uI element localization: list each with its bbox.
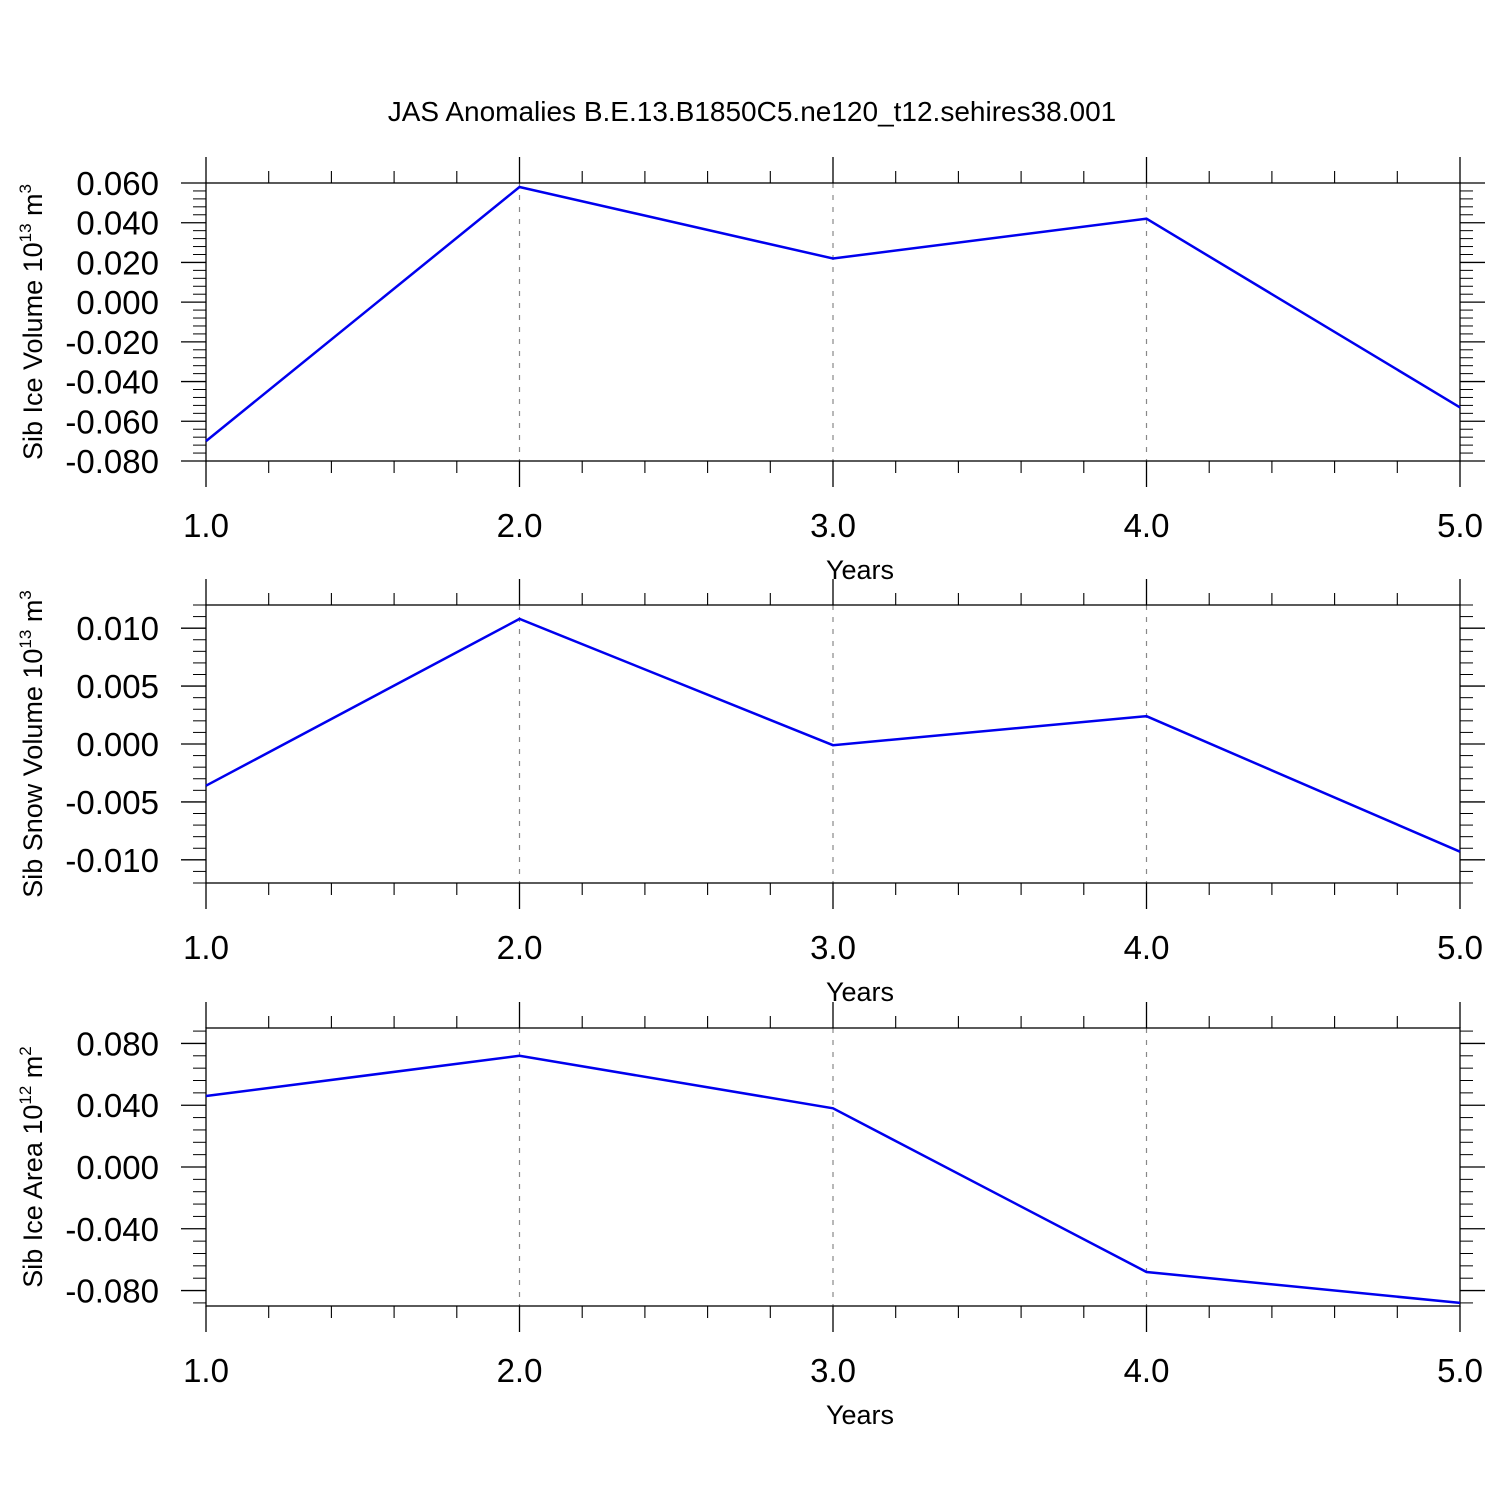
x-tick-label: 1.0 — [183, 929, 229, 966]
y-axis-label: Sib Ice Volume 1013 m3 — [16, 184, 48, 460]
y-axis-label-text: m — [18, 1056, 48, 1086]
x-tick-label: 5.0 — [1437, 929, 1483, 966]
y-tick-label: 0.080 — [76, 1025, 159, 1062]
series-line — [205, 617, 1461, 853]
x-axis-label: Years — [826, 555, 894, 585]
series-line — [205, 1054, 1461, 1305]
y-tick-label: -0.060 — [65, 403, 159, 440]
x-tick-label: 1.0 — [183, 1352, 229, 1389]
y-axis-label: Sib Snow Volume 1013 m3 — [16, 590, 48, 898]
y-tick-label: 0.040 — [76, 205, 159, 242]
x-tick-label: 5.0 — [1437, 1352, 1483, 1389]
x-axis-label: Years — [826, 977, 894, 1007]
chart-panel-1: 1.0 2.0 3.0 4.0 5.0 0.0600.0400.0200.000-0.02… — [16, 157, 1485, 585]
y-tick-label: 0.010 — [76, 610, 159, 647]
chart-panel-3: 1.0 2.0 3.0 4.0 5.0 0.080 0.040 0.000 -0.040 -0.0… — [16, 1002, 1485, 1430]
x-tick-label: 4.0 — [1124, 1352, 1170, 1389]
series-line — [205, 185, 1461, 443]
panels: 1.0 2.0 3.0 4.0 5.00.0600.0400.0200.000-0.02… — [16, 157, 1485, 1430]
y-axis-label-superscript: 12 — [16, 1086, 35, 1105]
x-tick-label: 2.0 — [497, 929, 543, 966]
y-tick-label: 0.060 — [76, 165, 159, 202]
x-tick-label: 2.0 — [497, 1352, 543, 1389]
y-tick-label: 0.000 — [76, 1149, 159, 1186]
x-tick-label: 3.0 — [810, 1352, 856, 1389]
x-tick-label: 3.0 — [810, 929, 856, 966]
y-tick-label: -0.005 — [65, 784, 159, 821]
x-tick-label: 1.0 — [183, 507, 229, 544]
y-tick-label: 0.040 — [76, 1087, 159, 1124]
y-axis-label-text: Sib Snow Volume 10 — [18, 649, 48, 898]
y-axis-label-text: m — [18, 193, 48, 223]
y-tick-label: -0.080 — [65, 443, 159, 480]
y-axis-label-superscript: 3 — [16, 590, 35, 599]
figure-title: JAS Anomalies B.E.13.B1850C5.ne120_t12.s… — [388, 96, 1117, 127]
plot-frame — [205, 1027, 1461, 1307]
x-tick-label: 5.0 — [1437, 507, 1483, 544]
y-axis-label: Sib Ice Area 1012 m2 — [16, 1046, 48, 1288]
y-tick-label: 0.000 — [76, 284, 159, 321]
plot-frame — [205, 182, 1461, 462]
y-tick-label: -0.010 — [65, 842, 159, 879]
x-tick-label: 2.0 — [497, 507, 543, 544]
y-axis-label-text: m — [18, 600, 48, 630]
y-axis-label-superscript: 13 — [16, 630, 35, 649]
y-axis-label-text: Sib Ice Volume 10 — [18, 242, 48, 460]
x-axis-label: Years — [826, 1400, 894, 1430]
y-tick-label: 0.005 — [76, 668, 159, 705]
y-axis-label-superscript: 2 — [16, 1046, 35, 1055]
y-tick-label: -0.040 — [65, 1211, 159, 1248]
y-tick-label: -0.080 — [65, 1273, 159, 1310]
x-tick-label: 4.0 — [1124, 929, 1170, 966]
y-tick-label: -0.040 — [65, 364, 159, 401]
x-tick-label: 3.0 — [810, 507, 856, 544]
x-tick-label: 4.0 — [1124, 507, 1170, 544]
y-tick-label: 0.020 — [76, 244, 159, 281]
y-tick-label: 0.000 — [76, 726, 159, 763]
y-tick-label: -0.020 — [65, 324, 159, 361]
chart-panel-2: 1.0 2.0 3.0 4.0 5.0 0.010 0.005 0.000 -0.005 -0.0… — [16, 579, 1485, 1007]
y-axis-label-superscript: 3 — [16, 184, 35, 193]
y-axis-label-superscript: 13 — [16, 223, 35, 242]
y-axis-label-text: Sib Ice Area 10 — [18, 1105, 48, 1288]
